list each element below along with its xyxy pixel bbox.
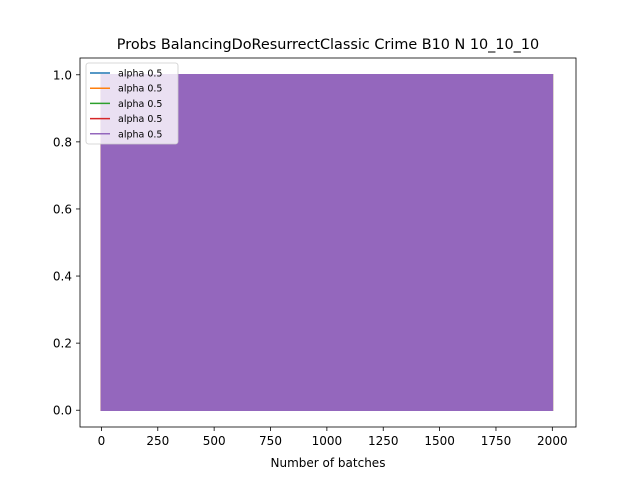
y-tick-label: 0.8 — [53, 135, 72, 149]
series-5-area — [100, 74, 554, 411]
y-axis: 0.0 0.2 0.4 0.6 0.8 1.0 — [53, 68, 80, 418]
legend-label: alpha 0.5 — [118, 114, 162, 125]
x-tick-label: 1000 — [312, 434, 343, 448]
x-tick-label: 250 — [146, 434, 169, 448]
legend-label: alpha 0.5 — [118, 129, 162, 140]
legend-box — [85, 62, 179, 145]
x-tick-label: 750 — [259, 434, 282, 448]
chart-title: Probs BalancingDoResurrectClassic Crime … — [117, 37, 539, 53]
legend: alpha 0.5 alpha 0.5 alpha 0.5 alpha 0.5 alph… — [85, 62, 179, 145]
x-tick-label: 2000 — [537, 434, 568, 448]
y-tick-label: 1.0 — [53, 68, 72, 82]
plot-area — [100, 74, 554, 411]
x-axis-label: Number of batches — [271, 456, 386, 470]
x-tick-label: 500 — [203, 434, 226, 448]
y-tick-label: 0.6 — [53, 202, 72, 216]
x-axis: 0 250 500 750 1000 1250 1500 1750 2000 — [98, 427, 568, 448]
y-tick-label: 0.0 — [53, 404, 72, 418]
legend-label: alpha 0.5 — [118, 69, 162, 80]
x-tick-label: 1250 — [368, 434, 399, 448]
y-tick-label: 0.4 — [53, 270, 72, 284]
legend-label: alpha 0.5 — [118, 99, 162, 110]
x-tick-label: 1750 — [481, 434, 512, 448]
x-tick-label: 1500 — [424, 434, 455, 448]
x-tick-label: 0 — [98, 434, 106, 448]
axes-frame — [79, 57, 577, 428]
legend-label: alpha 0.5 — [118, 84, 162, 95]
y-tick-label: 0.2 — [53, 337, 72, 351]
